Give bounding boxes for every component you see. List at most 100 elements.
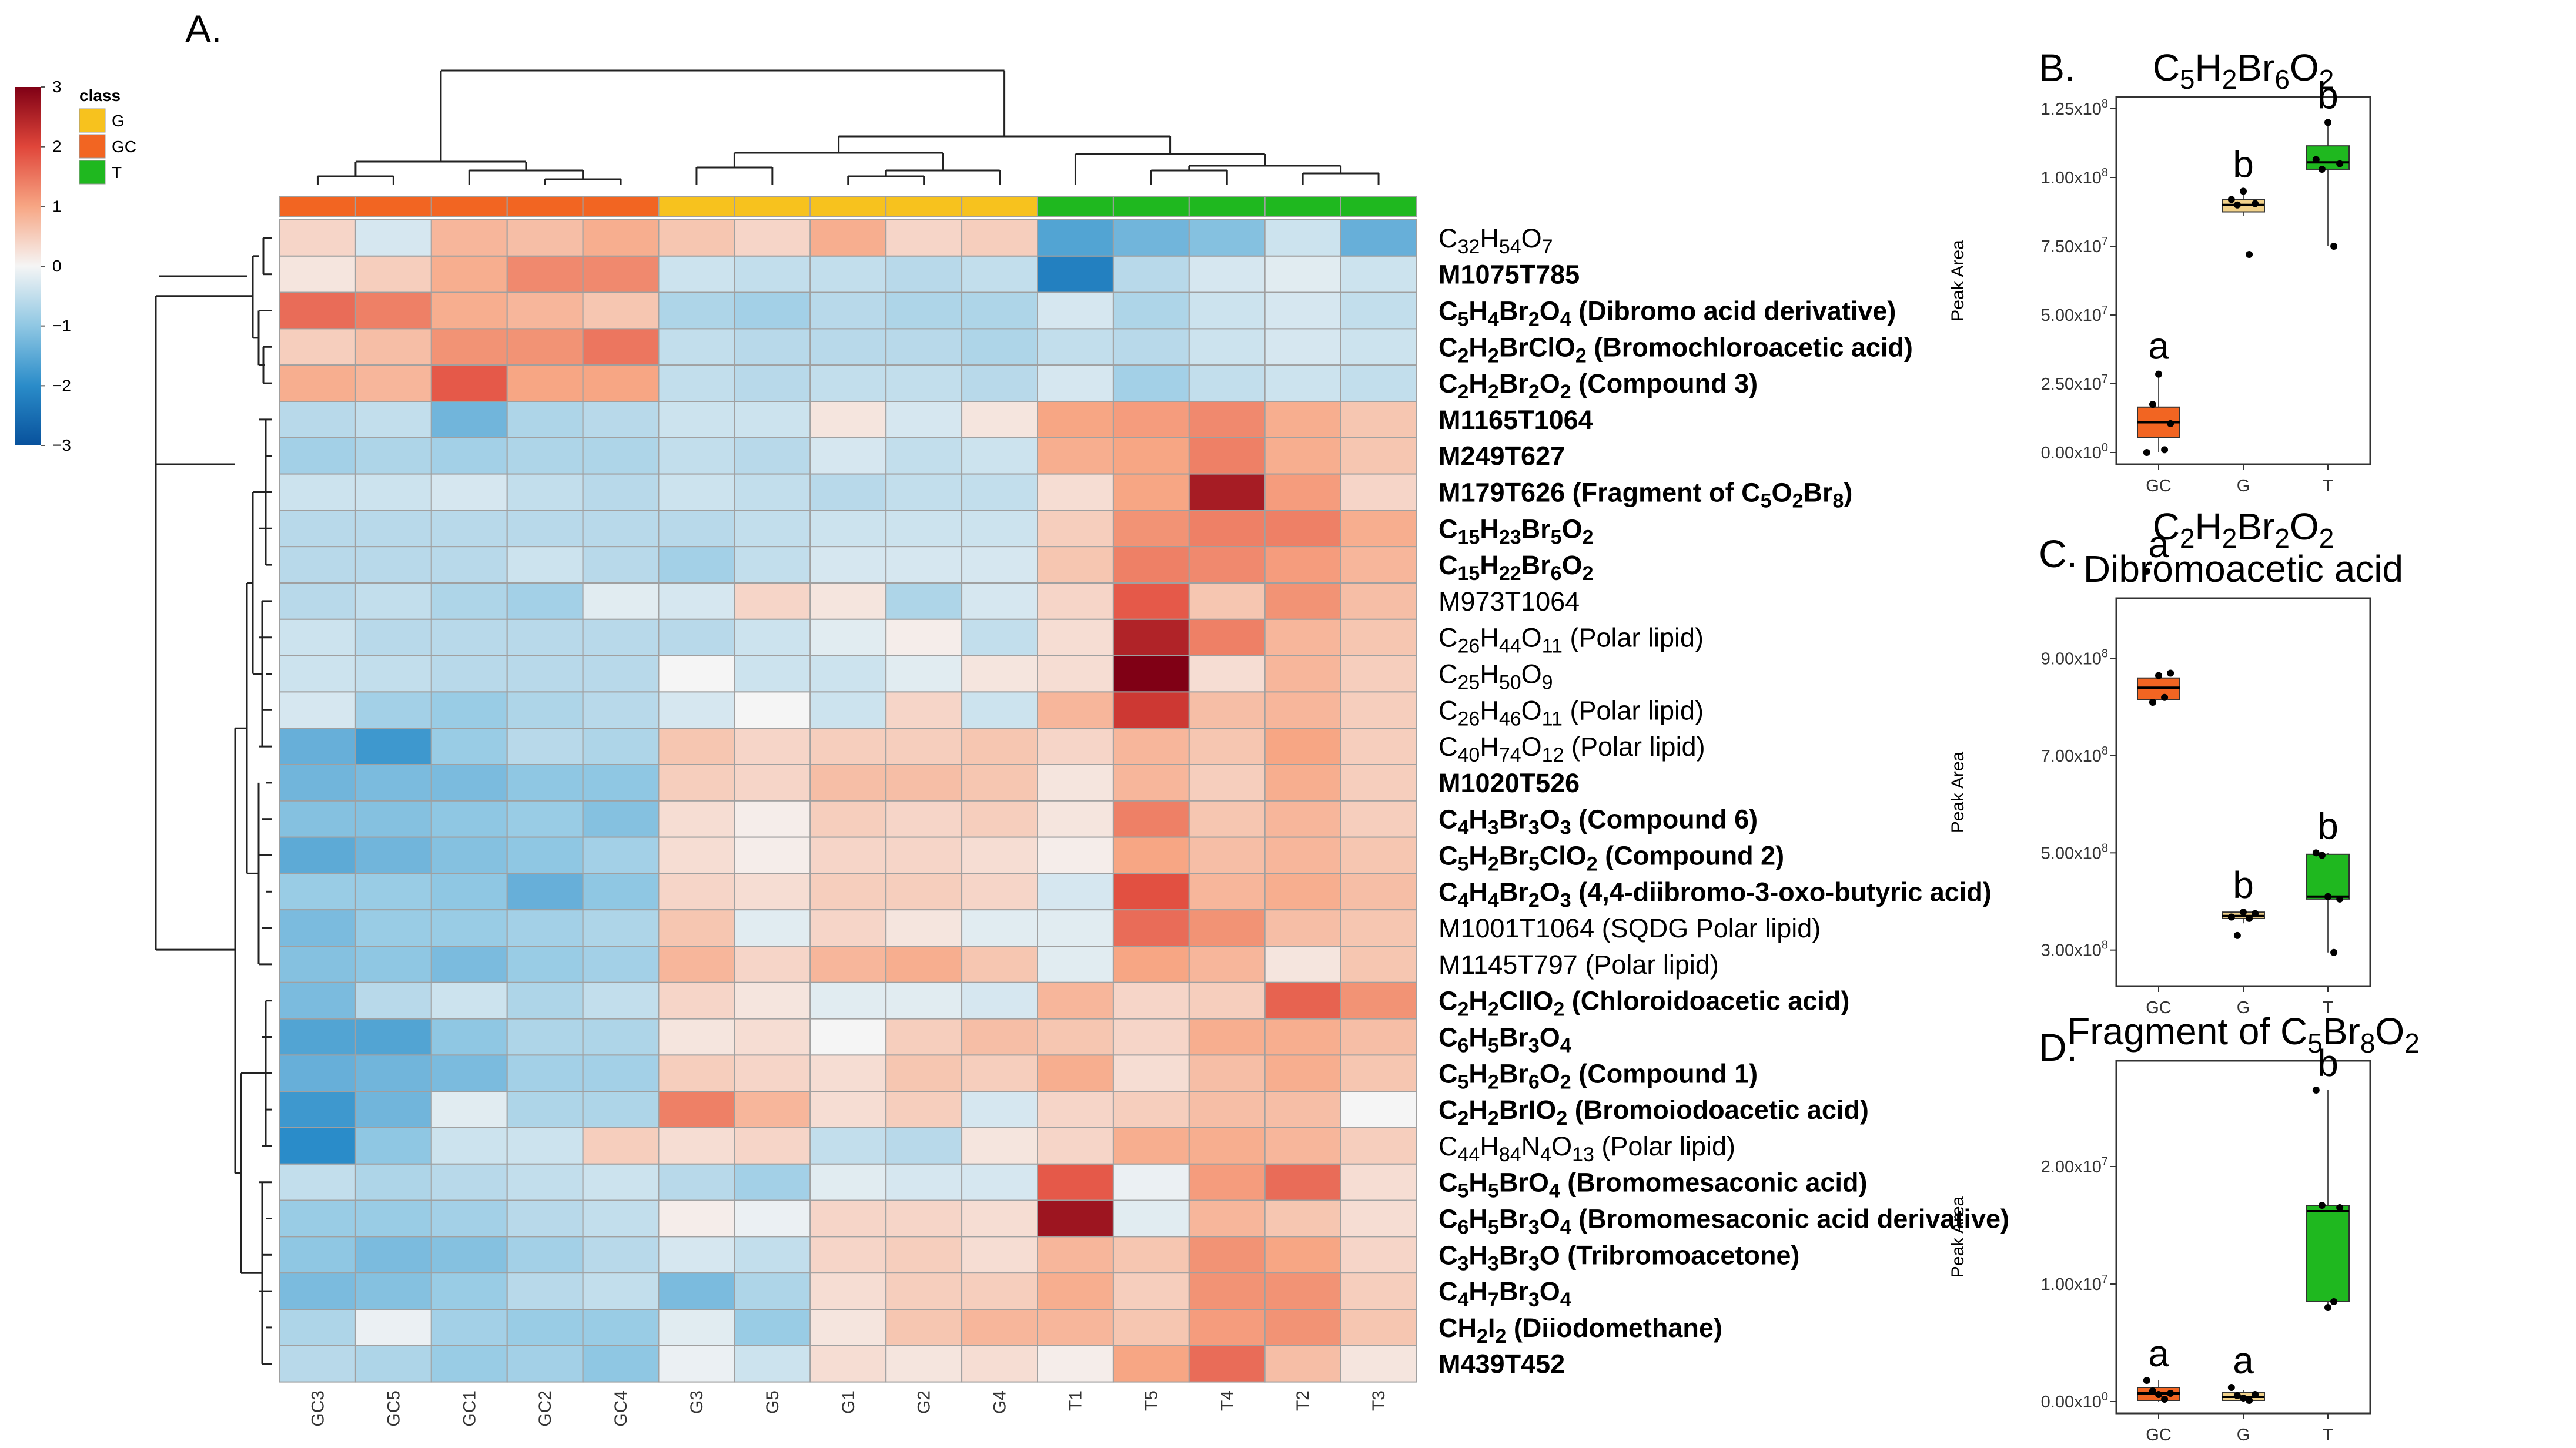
row-label: C26H46O11 (Polar lipid) [1438,695,1704,730]
heatmap-cell [961,219,1038,257]
heatmap-cell [506,364,584,403]
heatmap-cell [1188,1345,1266,1383]
heatmap-cell [582,255,660,293]
row-label: C5H4Br2O4 (Dibromo acid derivative) [1438,296,1896,331]
heatmap-cell [1264,401,1341,438]
heatmap-cell [961,836,1038,874]
heatmap-cell [506,1163,584,1201]
heatmap-cell [430,618,508,656]
x-tick-label: GC [2146,1426,2172,1444]
heatmap-cell [506,437,584,475]
heatmap-cell [279,655,356,693]
data-point [2252,200,2259,207]
heatmap-cell [582,582,660,620]
heatmap-cell [1112,1054,1190,1092]
heatmap-cell [1112,836,1190,874]
heatmap-cell [1188,473,1266,511]
x-tick-label: GC [2146,477,2172,495]
heatmap-cell [1264,764,1341,802]
heatmap-cell [658,1127,735,1165]
heatmap-cell [809,473,887,511]
heatmap-cell [279,909,356,947]
heatmap-cell [1112,1309,1190,1346]
y-tick-label: 7.50x107 [2041,235,2108,256]
heatmap-cell [658,1272,735,1310]
heatmap-cell [885,510,963,548]
color-scale-legend: 3 2 1 0 −1 −2 −3 [15,78,71,454]
heatmap-cell [961,800,1038,838]
heatmap-cell [1188,728,1266,765]
heatmap-cell [961,437,1038,475]
class-bar-cell [658,196,735,217]
column-label: T3 [1369,1390,1389,1411]
x-tick-label: T [2323,1426,2333,1444]
panel-d-label: D. [2039,1025,2077,1069]
heatmap-cell [961,364,1038,403]
heatmap-cell [1112,946,1190,983]
heatmap-cell [1188,873,1266,911]
data-point [2246,914,2253,922]
heatmap-cell [430,909,508,947]
heatmap-cell [506,836,584,874]
colorbar-tick-label: −3 [52,436,71,454]
heatmap-cell [582,1309,660,1346]
heatmap-cell [354,1091,432,1128]
heatmap-cell [1340,510,1417,548]
heatmap-cell [279,510,356,548]
heatmap-cell [354,1236,432,1274]
heatmap-cell [1037,946,1114,983]
y-tick-label: 5.00x108 [2041,842,2108,863]
heatmap-cell [1112,255,1190,293]
heatmap-cell [1112,1018,1190,1056]
heatmap-cell [1188,1199,1266,1238]
row-label: C4H3Br3O3 (Compound 6) [1438,805,1758,839]
heatmap-cell [961,946,1038,983]
data-point [2252,910,2259,917]
y-axis-title: Peak Area [1948,1196,1968,1278]
heatmap-cell [1188,328,1266,366]
heatmap-cell [506,655,584,693]
boxplot-frame [2115,597,2371,987]
heatmap-cell [734,655,811,693]
data-point [2161,446,2169,454]
heatmap-cell [1264,1236,1341,1274]
heatmap-cell [809,728,887,765]
heatmap-cell [506,1199,584,1238]
heatmap-cell [1188,437,1266,475]
heatmap-cell [430,1127,508,1165]
row-label: C6H5Br3O4 (Bromomesaconic acid derivativ… [1438,1204,2009,1239]
heatmap-cell [1188,800,1266,838]
heatmap-cell [734,981,811,1020]
heatmap-cell [961,1018,1038,1056]
heatmap-cell [582,328,660,366]
heatmap-cell [809,1345,887,1383]
heatmap-cell [582,909,660,947]
heatmap-cell [1188,981,1266,1020]
heatmap-cell [1340,401,1417,438]
heatmap-cell [430,1345,508,1383]
heatmap-cell [1112,1345,1190,1383]
heatmap-cell [354,1309,432,1346]
data-point [2227,913,2235,921]
heatmap-cell [1188,618,1266,656]
heatmap-cell [582,728,660,765]
heatmap-cell [734,800,811,838]
row-label: M1165T1064 [1438,405,1593,435]
heatmap-cell [430,473,508,511]
heatmap-cell [809,1309,887,1346]
data-point [2167,420,2174,427]
data-point [2312,849,2320,857]
heatmap-cell [1340,473,1417,511]
heatmap-cell [582,1127,660,1165]
boxplot-title: Fragment of C5Br8O2 [2067,1010,2420,1058]
heatmap-cell [734,1345,811,1383]
heatmap-cell [809,1199,887,1238]
heatmap-cell [506,546,584,584]
heatmap-cell [1037,655,1114,693]
heatmap-cell [279,437,356,475]
heatmap-cell [1037,1199,1114,1238]
heatmap-cell [885,800,963,838]
heatmap-cell [809,582,887,620]
heatmap-cell [506,909,584,947]
heatmap-cell [1340,546,1417,584]
